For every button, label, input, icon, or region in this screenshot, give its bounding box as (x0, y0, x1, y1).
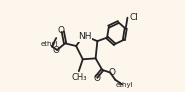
Text: ethyl: ethyl (41, 41, 58, 47)
Text: CH₃: CH₃ (71, 73, 87, 82)
Text: O: O (57, 26, 64, 35)
Text: O: O (53, 46, 60, 55)
Text: ethyl: ethyl (116, 82, 134, 88)
Text: O: O (94, 74, 101, 83)
Text: O: O (108, 68, 115, 77)
Text: Cl: Cl (129, 13, 138, 22)
Text: NH: NH (78, 32, 91, 41)
